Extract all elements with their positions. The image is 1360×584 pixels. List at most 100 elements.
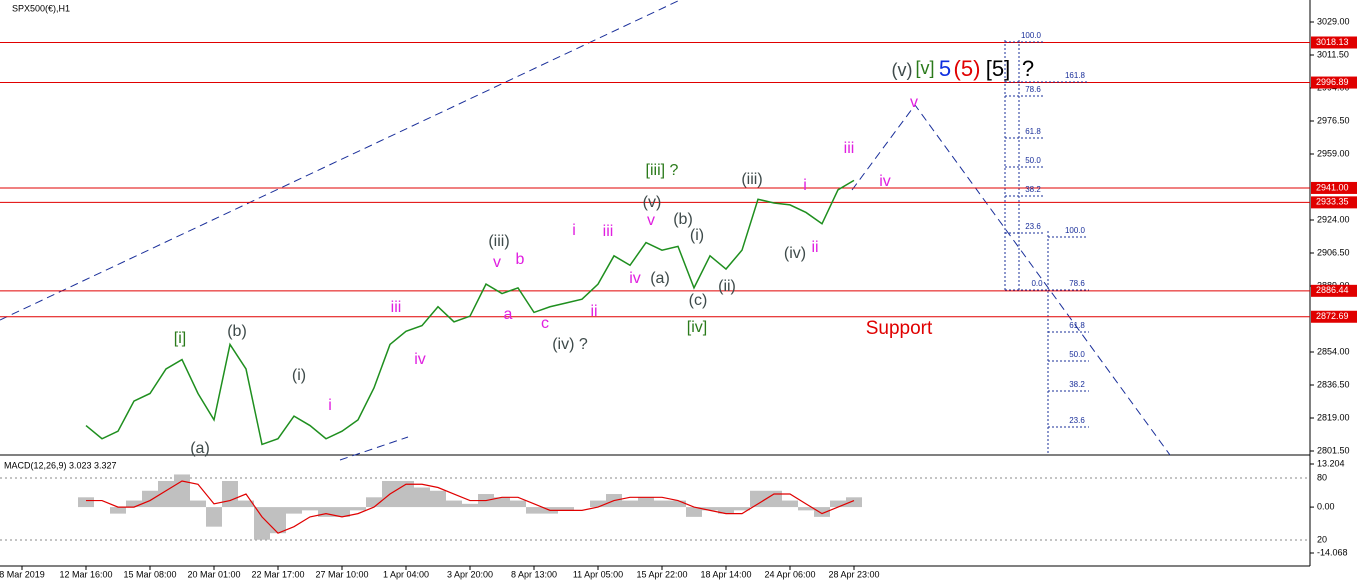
macd-bar	[462, 503, 478, 508]
wave-label: c	[541, 315, 549, 332]
fib-label: 38.2	[1025, 185, 1041, 194]
fib-label: 78.6	[1025, 85, 1041, 94]
x-tick-label: 24 Apr 06:00	[764, 569, 815, 579]
y-tick-label: 2836.50	[1317, 379, 1350, 389]
wave-label: i	[803, 177, 807, 194]
wave-label: (iii)	[488, 233, 509, 250]
x-tick-label: 8 Apr 13:00	[511, 569, 557, 579]
level-label-box	[1311, 310, 1357, 323]
y-tick-label: 2854.00	[1317, 346, 1350, 356]
macd-bar	[286, 507, 302, 514]
wave-label: (5)	[954, 56, 981, 81]
macd-bar	[206, 507, 222, 527]
macd-bar	[814, 507, 830, 517]
wave-label: a	[504, 306, 513, 323]
macd-bar	[190, 500, 206, 508]
macd-y-tick-label: -14.068	[1317, 547, 1348, 557]
wave-label: iii	[603, 223, 614, 240]
macd-bar	[622, 500, 638, 508]
x-tick-label: 18 Apr 14:00	[700, 569, 751, 579]
x-tick-label: 8 Mar 2019	[0, 569, 45, 579]
x-tick-label: 27 Mar 10:00	[315, 569, 368, 579]
wave-label: (b)	[227, 323, 247, 340]
macd-title: MACD(12,26,9) 3.023 3.327	[4, 460, 117, 470]
fib-label: 78.6	[1069, 279, 1085, 288]
fib-label: 0.0	[1031, 279, 1043, 288]
wave-label: iii	[391, 299, 402, 316]
x-tick-label: 15 Mar 08:00	[123, 569, 176, 579]
level-label-box	[1311, 196, 1357, 209]
y-tick-label: 2906.50	[1317, 247, 1350, 257]
macd-bar	[126, 500, 142, 508]
wave-label: iv	[414, 351, 426, 368]
wave-label: ii	[811, 239, 818, 256]
level-label-box	[1311, 284, 1357, 297]
wave-label: 5	[939, 56, 951, 81]
fib-label: 61.8	[1069, 321, 1085, 330]
macd-bar	[238, 500, 254, 508]
macd-bar	[334, 507, 350, 517]
y-tick-label: 2959.00	[1317, 148, 1350, 158]
macd-bar	[446, 500, 462, 508]
macd-bar	[526, 507, 542, 514]
fib-label: 50.0	[1025, 156, 1041, 165]
fib-label: 23.6	[1069, 416, 1085, 425]
macd-signal	[86, 480, 855, 534]
wave-label: (iv) ?	[552, 336, 588, 353]
wave-label: (v)	[892, 60, 913, 80]
price-line	[85, 179, 855, 446]
x-tick-label: 28 Apr 23:00	[828, 569, 879, 579]
wave-label: b	[516, 251, 525, 268]
trend-line	[0, 0, 681, 321]
wave-label: [5]	[986, 56, 1010, 81]
fib-label: 100.0	[1021, 31, 1042, 40]
macd-bar	[718, 507, 734, 514]
wave-label: (b)	[673, 211, 693, 228]
level-label-box	[1311, 36, 1357, 49]
macd-bar	[78, 497, 94, 508]
macd-bar	[158, 480, 174, 508]
wave-label: iii	[844, 140, 855, 157]
fib-label: 100.0	[1065, 226, 1086, 235]
trend-line	[339, 436, 409, 461]
wave-label: (ii)	[718, 278, 736, 295]
x-tick-label: 11 Apr 05:00	[573, 569, 623, 579]
y-tick-label: 2924.00	[1317, 214, 1350, 224]
level-label: 2941.00	[1316, 182, 1349, 192]
wave-label: ii	[590, 303, 597, 320]
macd-bar	[670, 500, 686, 508]
x-tick-label: 3 Apr 20:00	[447, 569, 493, 579]
level-label: 2933.35	[1316, 197, 1349, 207]
level-label: 2886.44	[1316, 285, 1349, 295]
wave-label: (i)	[690, 227, 704, 244]
wave-label: (a)	[650, 270, 670, 287]
x-tick-label: 15 Apr 22:00	[636, 569, 687, 579]
level-label-box	[1311, 181, 1357, 194]
wave-label: v	[493, 254, 501, 271]
trend-lines	[0, 0, 1171, 461]
macd-bar	[750, 490, 766, 508]
fib-label: 23.6	[1025, 222, 1041, 231]
x-tick-label: 1 Apr 04:00	[383, 569, 429, 579]
level-label: 2872.69	[1316, 311, 1349, 321]
macd-bar	[110, 507, 126, 514]
wave-label: iv	[879, 173, 891, 190]
wave-label: v	[910, 94, 918, 111]
level-label: 3018.13	[1316, 37, 1349, 47]
fib-label: 50.0	[1069, 350, 1085, 359]
macd-y-tick-label: 13.204	[1317, 458, 1345, 468]
macd-bar	[142, 490, 158, 508]
wave-label: [iv]	[687, 319, 707, 336]
wave-label: v	[647, 212, 655, 229]
macd-level-label: 20	[1317, 534, 1327, 544]
macd-bar	[174, 474, 190, 508]
macd-bar	[414, 487, 430, 508]
macd-bar	[846, 497, 862, 508]
macd-bar	[302, 507, 318, 511]
y-tick-label: 2819.00	[1317, 412, 1350, 422]
wave-label: ?	[1022, 56, 1034, 81]
chart-title: SPX500(€),H1	[12, 3, 70, 13]
wave-label: (v)	[643, 194, 662, 211]
